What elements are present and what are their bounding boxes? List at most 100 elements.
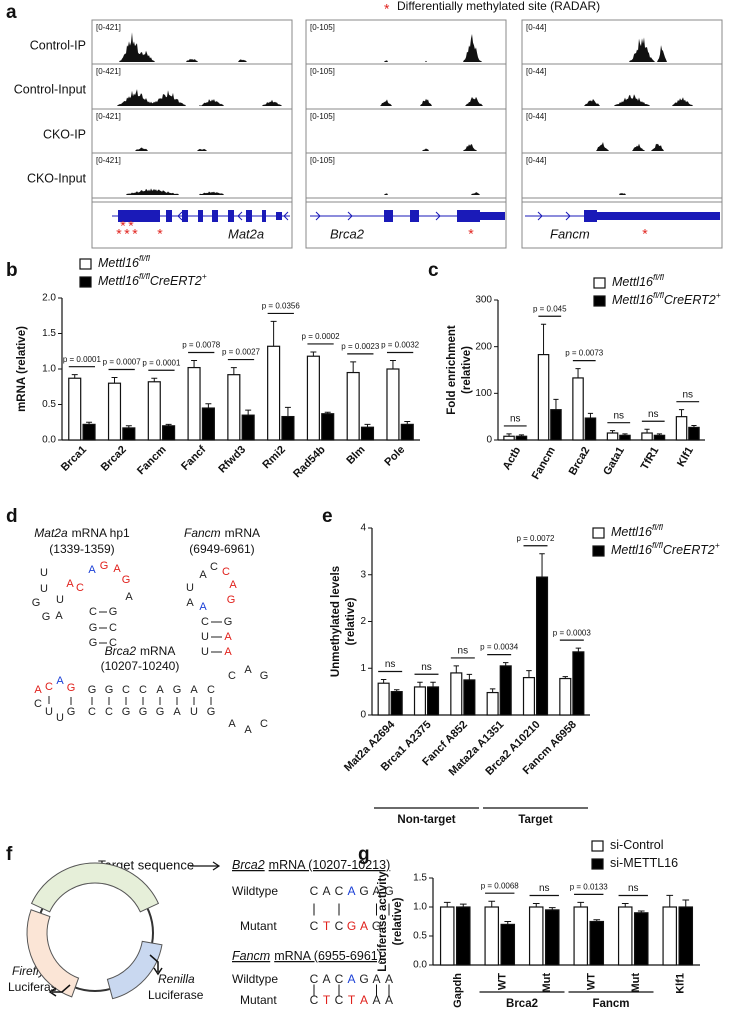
bar (281, 415, 295, 441)
error-bar (506, 433, 512, 437)
methylation-marker: * (116, 226, 122, 242)
row-label: Control-IP (30, 38, 86, 52)
error-bar (230, 367, 237, 375)
y-axis-label: (relative) (461, 346, 473, 394)
error-bar (380, 678, 387, 684)
gene-name: Mat2a (228, 226, 264, 241)
significance-label: ns (385, 659, 396, 670)
methylation-marker: * (120, 218, 126, 234)
error-bar (417, 681, 423, 687)
strand-arrow (283, 211, 289, 221)
legend-marker: * (384, 1, 390, 17)
group-label: Non-target (397, 814, 455, 826)
error-bar (404, 421, 411, 425)
error-bar (553, 398, 559, 410)
bar (675, 416, 688, 441)
nucleotide: C (228, 670, 236, 682)
error-bar (682, 899, 690, 907)
nucleotide: G (88, 684, 97, 696)
sequence-label: Wildtype (232, 884, 278, 898)
row-label: CKO-IP (43, 127, 86, 141)
x-tick-label: Fancm (530, 445, 558, 482)
bar (589, 920, 605, 966)
methylation-marker: * (124, 226, 130, 242)
nucleotide: G (122, 574, 131, 586)
significance-label: ns (628, 883, 639, 894)
error-bar (125, 425, 132, 428)
error-bar (245, 409, 252, 416)
sequence-letter: G (359, 972, 368, 986)
legend-label-part: + (202, 271, 207, 281)
x-tick-label: WT (497, 973, 509, 990)
coverage-track (310, 144, 502, 151)
legend-label-part: Mettl16 (611, 543, 652, 557)
error-bar (656, 433, 663, 436)
legend-label: Mettl16fl/flCreERT2+ (612, 290, 721, 307)
significance-label: p = 0.0034 (480, 643, 519, 652)
structure-title: Fancm mRNA (184, 526, 260, 540)
x-tick-label: Gapdh (452, 973, 464, 1008)
bar (82, 423, 96, 441)
bar (267, 345, 281, 441)
bar (68, 377, 82, 441)
renilla-segment (106, 940, 163, 1000)
y-tick-label: 0 (486, 435, 492, 446)
coverage-track (526, 192, 718, 195)
panel-label: f (6, 844, 13, 865)
methylation-marker: * (642, 226, 648, 242)
bar (306, 355, 320, 441)
error-bar (526, 670, 532, 678)
nucleotide: C (210, 561, 218, 573)
sequence-letter: G (359, 884, 368, 898)
exon (597, 212, 720, 220)
range-label: [0-44] (526, 112, 546, 121)
sequence-letter: A (360, 919, 368, 933)
nucleotide: C (105, 706, 113, 718)
bar (107, 382, 122, 441)
sequence-letter: A (372, 993, 380, 1007)
exon (246, 210, 252, 222)
y-tick-label: 1.5 (42, 328, 56, 339)
significance-label: ns (539, 883, 550, 894)
error-bar (71, 374, 78, 379)
y-tick-label: 4 (360, 523, 366, 534)
coverage-track (96, 188, 288, 195)
error-bar (532, 903, 540, 907)
bar (503, 435, 515, 441)
nucleotide: C (222, 566, 230, 578)
legend-swatch (79, 276, 92, 288)
range-label: [0-421] (96, 23, 121, 32)
methylation-marker: * (157, 226, 163, 242)
bar (426, 686, 440, 716)
target-segment (30, 862, 160, 913)
legend-text: Differentially methylated site (RADAR) (397, 0, 600, 13)
strand-arrow (315, 211, 321, 221)
y-axis-label: mRNA (relative) (16, 326, 28, 412)
nucleotide: G (105, 684, 114, 696)
y-tick-label: 0.0 (413, 960, 427, 971)
error-bar (284, 406, 291, 417)
coverage-track (310, 96, 502, 106)
nucleotide: G (207, 706, 216, 718)
bar (321, 413, 335, 441)
bar (377, 682, 390, 716)
nucleotide: U (201, 646, 209, 658)
significance-label: p = 0.0068 (481, 881, 520, 890)
bar (662, 906, 678, 966)
y-tick-label: 200 (475, 341, 492, 352)
legend-swatch (591, 840, 604, 852)
error-bar (393, 689, 400, 692)
error-bar (587, 412, 594, 419)
bar (633, 912, 649, 966)
sequence-letter: T (348, 993, 356, 1007)
nucleotide: C (260, 718, 268, 730)
structure-range: (10207-10240) (101, 659, 180, 673)
significance-label: p = 0.0001 (63, 355, 102, 364)
range-label: [0-421] (96, 67, 121, 76)
sequence-letter: C (335, 972, 344, 986)
x-tick-label: Mut (541, 973, 553, 993)
bar (617, 906, 633, 966)
structure-range: (1339-1359) (49, 542, 114, 556)
nucleotide: C (109, 622, 117, 634)
